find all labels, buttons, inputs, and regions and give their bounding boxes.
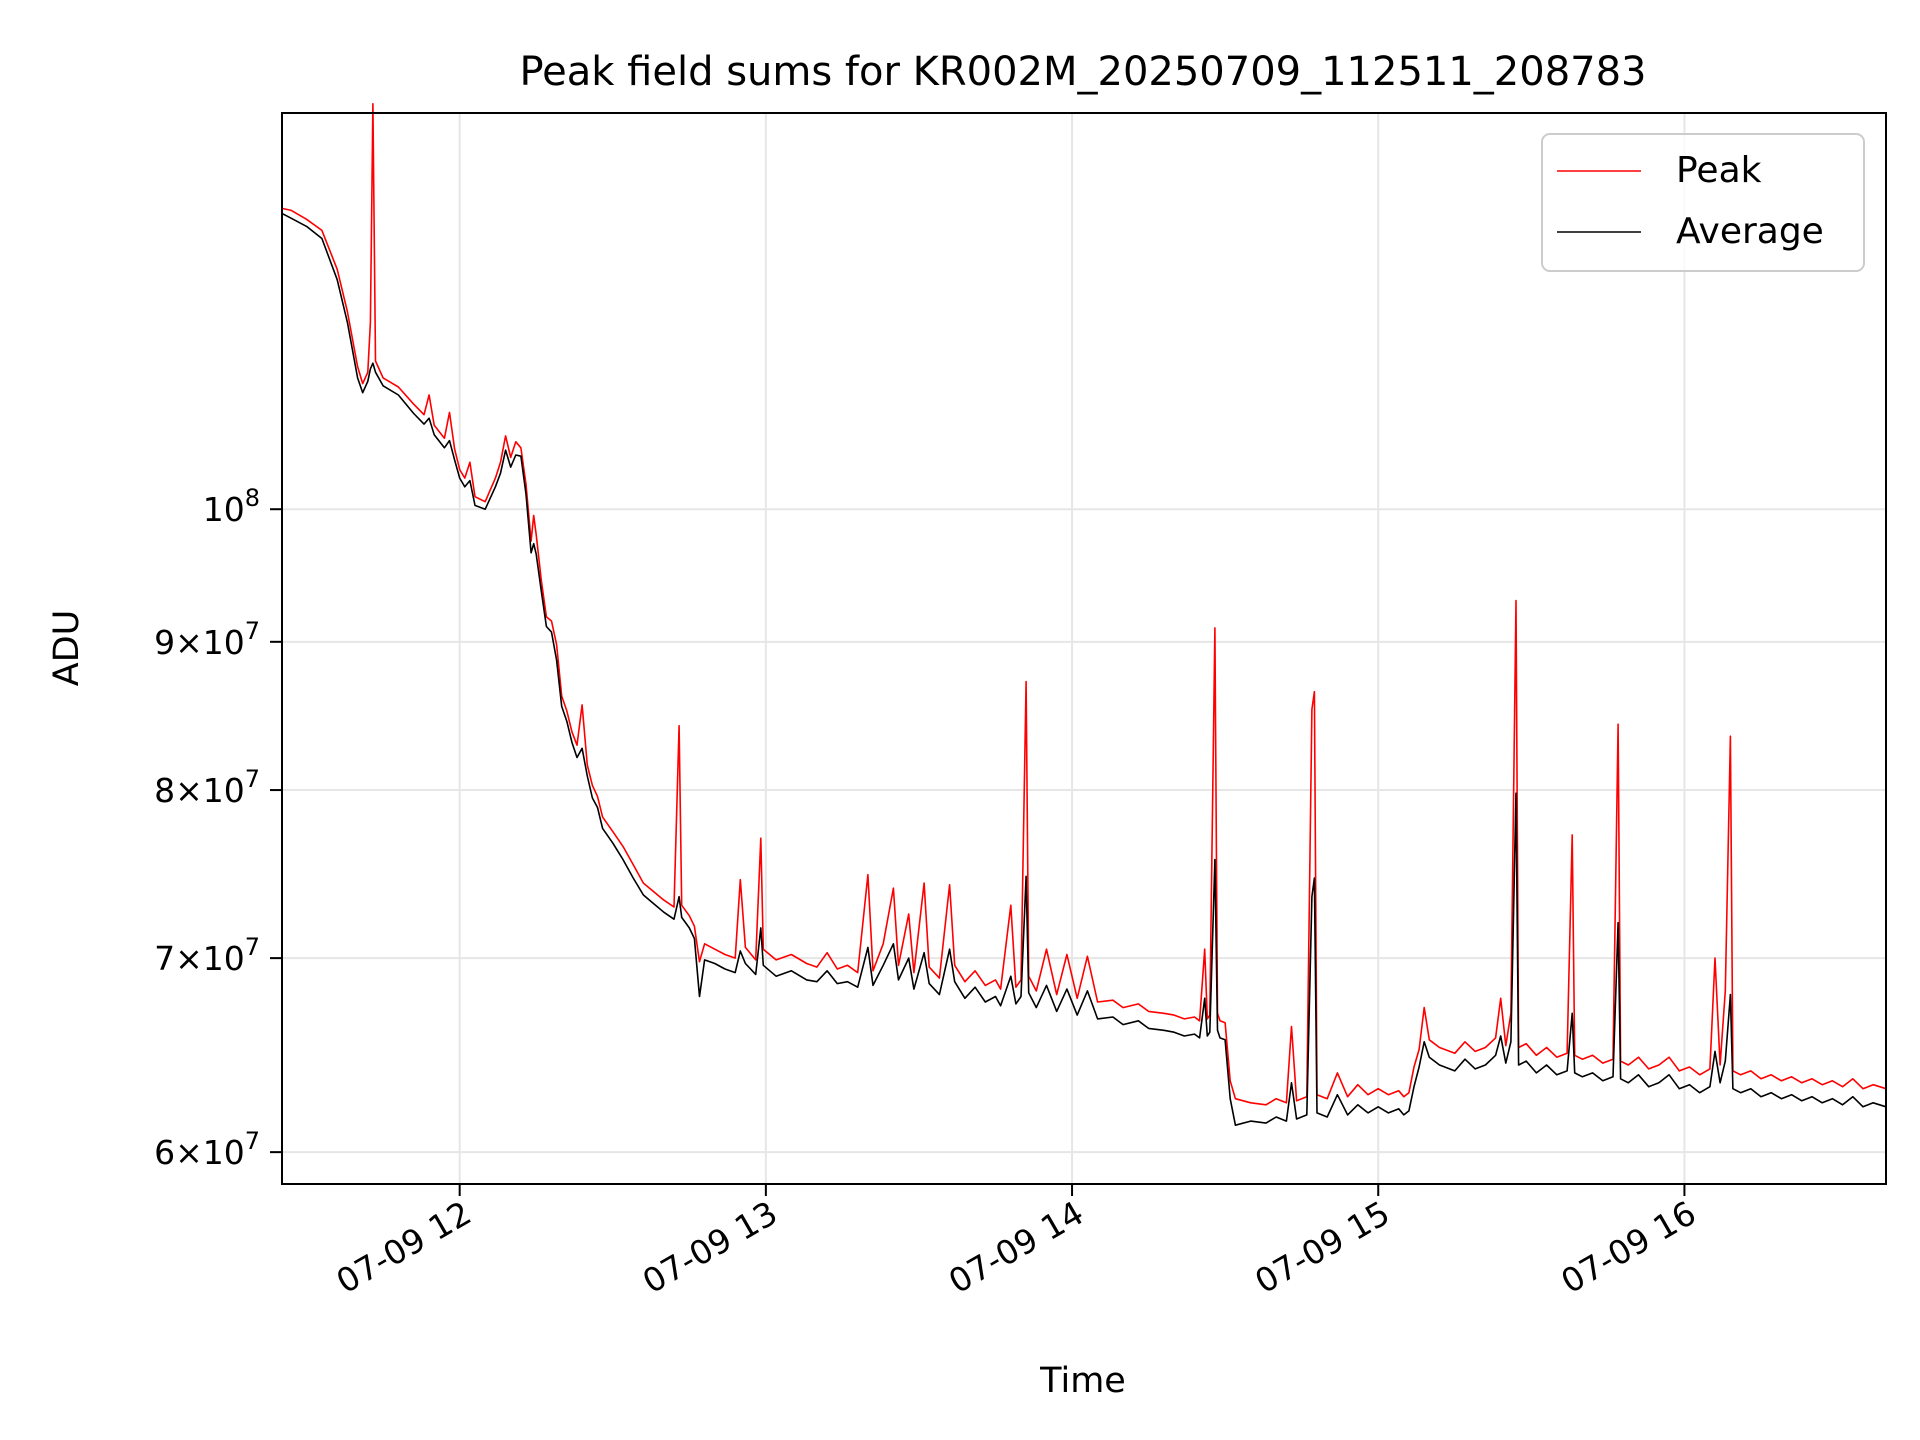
y-tick-label: 6×107: [154, 1127, 260, 1172]
y-tick-label-exp: 7: [245, 765, 260, 793]
y-tick-label-exp: 7: [245, 933, 260, 961]
y-tick-label-base: 10: [203, 623, 245, 662]
series-line-average: [281, 212, 1887, 1126]
y-tick-label-exp: 7: [245, 617, 260, 645]
y-tick-label-times: ×: [175, 771, 203, 810]
y-tick-label-mant: 6: [154, 1133, 175, 1172]
y-tick-label-mant: 9: [154, 623, 175, 662]
y-tick-label-base: 10: [203, 771, 245, 810]
y-tick-label: 7×107: [154, 933, 260, 978]
plot-frame: [281, 112, 1887, 1185]
y-tick-label: 9×107: [154, 617, 260, 662]
legend-label-average: Average: [1676, 211, 1824, 252]
y-tick-label: 8×107: [154, 765, 260, 810]
series-line-peak: [281, 103, 1887, 1106]
y-axis-label: ADU: [47, 610, 87, 687]
y-tick-label-base: 10: [203, 939, 245, 978]
plot-lines: [281, 103, 1887, 1126]
y-tick-label-base: 10: [203, 490, 245, 529]
legend-box: [1541, 133, 1865, 272]
chart-title: Peak field sums for KR002M_20250709_1125…: [519, 49, 1646, 95]
y-tick-label-mant: 8: [154, 771, 175, 810]
y-tick-label-times: ×: [175, 623, 203, 662]
y-tick-label-times: ×: [175, 1133, 203, 1172]
y-tick-label-base: 10: [203, 1133, 245, 1172]
legend-label-peak: Peak: [1676, 150, 1762, 191]
y-tick-label-exp: 8: [245, 484, 260, 512]
y-tick-label-exp: 7: [245, 1127, 260, 1155]
y-tick-label-mant: 7: [154, 939, 175, 978]
y-tick-label: 108: [203, 484, 260, 529]
y-tick-label-times: ×: [175, 939, 203, 978]
legend: Peak Average: [1541, 133, 1865, 272]
x-axis-label: Time: [1039, 1361, 1126, 1401]
